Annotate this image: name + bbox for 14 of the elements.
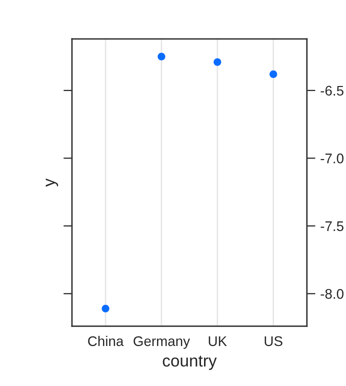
y-tick-label: -7.0 bbox=[320, 154, 344, 164]
y-axis-title: y bbox=[46, 178, 58, 187]
y-tick-label: -7.5 bbox=[320, 221, 344, 232]
x-axis-title: country bbox=[162, 356, 217, 370]
x-tick-label: US bbox=[264, 336, 282, 346]
y-tick-label: -8.0 bbox=[320, 288, 344, 299]
x-tick-label: Germany bbox=[134, 336, 190, 349]
x-tick-label: UK bbox=[208, 336, 227, 346]
point bbox=[102, 304, 110, 312]
x-tick-label: China bbox=[88, 336, 124, 346]
point bbox=[270, 70, 278, 78]
y-tick-label: -6.5 bbox=[320, 86, 344, 96]
point bbox=[214, 58, 222, 66]
point bbox=[158, 52, 166, 60]
